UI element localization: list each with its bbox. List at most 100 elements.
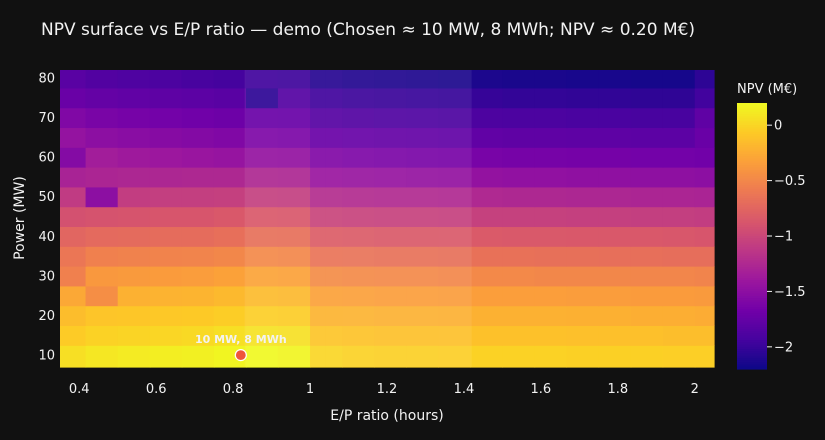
heatmap-cell xyxy=(277,167,311,188)
colorbar-segment xyxy=(737,244,767,248)
heatmap-cell xyxy=(502,147,536,168)
colorbar-segment xyxy=(737,103,767,106)
heatmap-cell xyxy=(438,167,471,188)
heatmap-cell xyxy=(406,206,439,228)
heatmap-cell xyxy=(566,226,600,247)
heatmap-cell xyxy=(85,167,119,188)
heatmap-cell xyxy=(149,147,183,168)
heatmap-cell xyxy=(181,266,215,287)
colorbar-segment xyxy=(737,293,767,297)
heatmap-cell xyxy=(662,345,696,368)
colorbar-segment xyxy=(737,216,767,219)
heatmap-cell xyxy=(406,70,439,89)
chosen-point-layer: 10 MW, 8 MWh xyxy=(195,333,287,362)
colorbar-segment xyxy=(737,364,767,368)
heatmap-cell xyxy=(534,70,568,89)
colorbar-segment xyxy=(737,357,767,361)
colorbar-segment xyxy=(737,180,767,184)
colorbar-segment xyxy=(737,213,767,217)
heatmap-cell xyxy=(502,246,536,267)
heatmap-cell xyxy=(60,325,87,346)
heatmap-cell xyxy=(277,107,311,129)
heatmap-cell xyxy=(470,147,504,168)
heatmap-cell xyxy=(117,186,151,208)
heatmap-cell xyxy=(598,87,632,109)
colorbar-segment xyxy=(737,306,767,310)
heatmap-cell xyxy=(470,186,504,208)
heatmap-cell xyxy=(502,87,536,109)
heatmap-cell xyxy=(60,70,87,89)
heatmap-cell xyxy=(662,87,696,109)
colorbar-segment xyxy=(737,337,767,341)
x-axis-ticks: 0.4 0.6 0.8 1 1.2 1.4 1.6 1.8 2 xyxy=(69,382,699,397)
colorbar-segment xyxy=(737,191,767,195)
colorbar-segment xyxy=(737,302,767,306)
heatmap-cell xyxy=(566,325,600,346)
heatmap-cell xyxy=(566,70,600,89)
heatmap-cell xyxy=(246,107,279,129)
heatmap-cell xyxy=(213,325,247,346)
heatmap-cell xyxy=(149,186,183,208)
heatmap-cell xyxy=(85,285,119,307)
heatmap-cell xyxy=(246,186,279,208)
heatmap-cell xyxy=(85,345,119,368)
colorbar-tick-label: −1.5 xyxy=(774,285,806,300)
heatmap-cell xyxy=(85,325,119,346)
heatmap-cell xyxy=(374,167,407,188)
colorbar-segment xyxy=(737,227,767,230)
heatmap-cell xyxy=(117,226,151,247)
heatmap-cell xyxy=(181,206,215,228)
colorbar-segment xyxy=(737,275,767,279)
colorbar-segment xyxy=(737,118,767,122)
heatmap-cell xyxy=(502,226,536,247)
heatmap-cell xyxy=(534,127,568,148)
heatmap-cell xyxy=(470,325,504,346)
heatmap-cell xyxy=(149,70,183,89)
heatmap-cell xyxy=(277,206,311,228)
heatmap-cell xyxy=(566,107,600,129)
heatmap-cell xyxy=(149,266,183,287)
heatmap-cell xyxy=(277,147,311,168)
heatmap-cell xyxy=(213,226,247,247)
heatmap-cell xyxy=(342,305,375,327)
heatmap-cell xyxy=(342,285,375,307)
heatmap-cell xyxy=(374,87,407,109)
colorbar-segment xyxy=(737,153,767,157)
colorbar-segment xyxy=(737,147,767,151)
heatmap-cell xyxy=(598,305,632,327)
heatmap-cell xyxy=(85,147,119,168)
heatmap-cell xyxy=(694,147,715,168)
heatmap-cell xyxy=(438,127,471,148)
heatmap-cell xyxy=(246,70,279,89)
heatmap-cell xyxy=(502,325,536,346)
colorbar-segment xyxy=(737,355,767,359)
heatmap-cell xyxy=(60,87,87,109)
heatmap-cell xyxy=(277,87,311,109)
heatmap-cell xyxy=(630,147,664,168)
heatmap-cell xyxy=(470,266,504,287)
heatmap-cell xyxy=(60,285,87,307)
heatmap-cell xyxy=(342,246,375,267)
colorbar-segment xyxy=(737,236,767,239)
heatmap-cell xyxy=(181,147,215,168)
heatmap-cell xyxy=(694,226,715,247)
heatmap-cell xyxy=(310,206,343,228)
heatmap-cell xyxy=(60,147,87,168)
heatmap-cell xyxy=(470,107,504,129)
heatmap-cell xyxy=(630,285,664,307)
colorbar-segment xyxy=(737,267,767,270)
y-tick-label: 10 xyxy=(38,349,55,364)
x-tick-label: 2 xyxy=(691,382,699,397)
heatmap-cell xyxy=(181,246,215,267)
heatmap-cell xyxy=(149,325,183,346)
heatmap-cell xyxy=(694,325,715,346)
heatmap-cell xyxy=(213,147,247,168)
heatmap-cell xyxy=(406,107,439,129)
colorbar-segment xyxy=(737,342,767,346)
heatmap-cell xyxy=(502,305,536,327)
heatmap-cell xyxy=(598,70,632,89)
heatmap-cell xyxy=(534,305,568,327)
heatmap-cell xyxy=(246,147,279,168)
heatmap-cell xyxy=(181,226,215,247)
